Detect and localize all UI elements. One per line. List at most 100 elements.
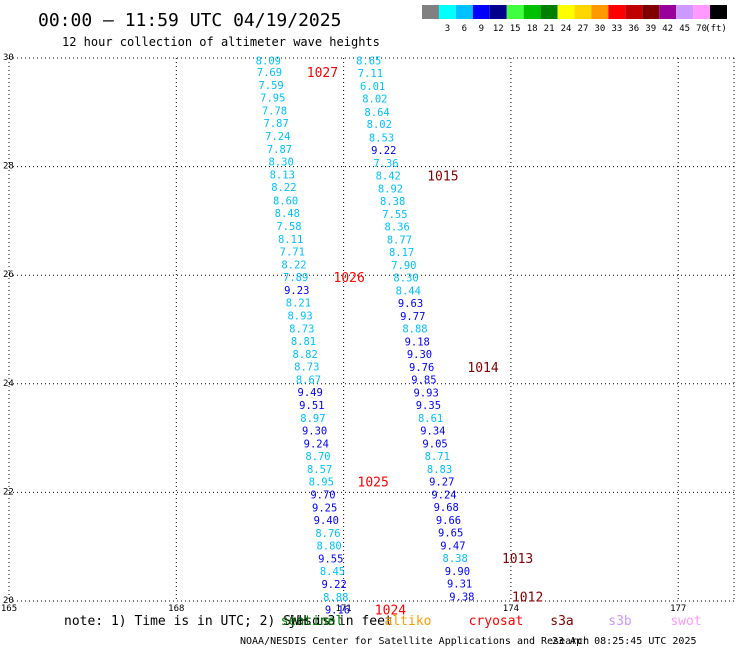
track2-value: 8.88 [402, 323, 427, 335]
track2-value: 9.66 [436, 515, 461, 527]
track2-value: 9.47 [440, 541, 465, 553]
track1-value: 9.22 [321, 579, 346, 591]
track1-value: 8.73 [294, 361, 319, 373]
track2-value: 8.83 [427, 464, 452, 476]
legend-label: 6 [462, 24, 467, 34]
track1-value: 8.76 [315, 528, 340, 540]
track2-value: 9.76 [409, 362, 434, 374]
track1-value: 9.23 [284, 285, 309, 297]
track2-value: 8.71 [425, 451, 450, 463]
track2-value: 9.93 [414, 387, 439, 399]
track2-value: 9.38 [449, 592, 474, 604]
y-tick-label: 24 [3, 379, 14, 389]
legend-swatch [608, 5, 626, 19]
track1-value: 8.67 [296, 374, 321, 386]
track1-value: 8.30 [269, 157, 294, 169]
legend-swatch [506, 5, 524, 19]
track2-value: 8.02 [367, 119, 392, 131]
track1-value: 8.09 [256, 56, 281, 68]
track1-value: 7.78 [262, 106, 287, 118]
track2-value: 9.90 [445, 566, 470, 578]
y-tick-label: 30 [3, 53, 14, 63]
y-tick-label: 22 [3, 487, 14, 497]
track2-value: 8.53 [369, 132, 394, 144]
track2-value: 8.36 [385, 221, 410, 233]
track1-value: 8.48 [275, 208, 300, 220]
satellite-label-jason3: jason3 [289, 614, 336, 629]
track2-value: 9.22 [371, 145, 396, 157]
legend-swatch [693, 5, 711, 19]
track1-value: 9.55 [318, 554, 343, 566]
legend-swatch [472, 5, 490, 19]
track1-value: 7.87 [263, 118, 288, 130]
legend-label: 27 [578, 24, 589, 34]
pressure-label: 1024 [375, 604, 406, 619]
track1-value: 7.89 [283, 272, 308, 284]
pressure-annotations: 1027 1026 1025 1024 1015 1014 1013 1012 [307, 66, 544, 619]
color-legend: 3 6 9 12 15 18 21 24 27 30 33 36 39 42 45 70(ft) [422, 5, 727, 34]
plot-grid [8, 57, 735, 602]
satellite-label-altiko: altiko [385, 614, 432, 629]
legend-label: 42 [662, 24, 673, 34]
legend-swatch [574, 5, 592, 19]
track1-value: 9.49 [298, 387, 323, 399]
satellite-label-swot: swot [670, 614, 701, 629]
track2-value: 8.38 [380, 196, 405, 208]
track1-value: 9.40 [314, 515, 339, 527]
legend-swatch [676, 5, 694, 19]
legend-swatch [591, 5, 609, 19]
legend-label: 33 [611, 24, 622, 34]
legend-swatch [438, 5, 456, 19]
legend-swatch [625, 5, 643, 19]
track1-value: 8.80 [316, 541, 341, 553]
legend-swatch [659, 5, 677, 19]
track2-value: 9.35 [416, 400, 441, 412]
track1-value: 9.16 [325, 605, 350, 617]
legend-label: 15 [510, 24, 521, 34]
track1-value: 8.88 [323, 592, 348, 604]
track1-value: 8.81 [291, 336, 316, 348]
y-tick-label: 28 [3, 162, 14, 172]
legend-label: 39 [645, 24, 656, 34]
y-axis-tick-labels: 30 28 26 24 22 20 [3, 53, 14, 606]
track2-value: 8.64 [364, 107, 389, 119]
track1-value: 9.51 [299, 400, 324, 412]
wave-height-values: 8.097.697.597.957.787.877.247.878.308.13… [256, 56, 475, 617]
track2-value: 6.01 [360, 81, 385, 93]
track1-value: 9.70 [310, 490, 335, 502]
track2-value: 8.30 [393, 272, 418, 284]
track2-value: 8.17 [389, 247, 414, 259]
legend-label: 12 [493, 24, 504, 34]
satellite-label-sentinel: sentinel [281, 614, 344, 629]
track1-value: 8.21 [286, 297, 311, 309]
track2-value: 7.36 [373, 158, 398, 170]
track2-value: 9.05 [422, 439, 447, 451]
track1-value: 8.93 [287, 310, 312, 322]
y-tick-label: 26 [3, 270, 14, 280]
chart-subtitle: 12 hour collection of altimeter wave hei… [62, 35, 380, 49]
legend-label: 18 [527, 24, 538, 34]
track2-value: 9.77 [400, 311, 425, 323]
track2-value: 9.30 [407, 349, 432, 361]
footer-timestamp: 23 Apr 08:25:45 UTC 2025 [552, 636, 697, 647]
track1-value: 8.57 [307, 464, 332, 476]
legend-swatch [422, 5, 439, 19]
satellite-label-s3b: s3b [608, 614, 632, 629]
pressure-label: 1015 [427, 169, 458, 184]
track1-value: 8.13 [270, 170, 295, 182]
track2-value: 8.61 [418, 413, 443, 425]
track2-value: 9.63 [398, 298, 423, 310]
chart-title: 00:00 – 11:59 UTC 04/19/2025 [38, 10, 341, 31]
track1-value: 8.95 [309, 477, 334, 489]
legend-swatch [489, 5, 507, 19]
legend-label: 24 [561, 24, 572, 34]
track1-value: 8.60 [273, 195, 298, 207]
track2-value: 8.42 [376, 170, 401, 182]
track2-value: 8.38 [443, 553, 468, 565]
pressure-label: 1012 [512, 591, 543, 606]
track1-value: 8.97 [300, 413, 325, 425]
track2-value: 8.65 [356, 56, 381, 68]
track1-value: 7.58 [276, 221, 301, 233]
track2-value: 7.11 [358, 68, 383, 80]
x-tick-label: 171 [335, 604, 351, 614]
